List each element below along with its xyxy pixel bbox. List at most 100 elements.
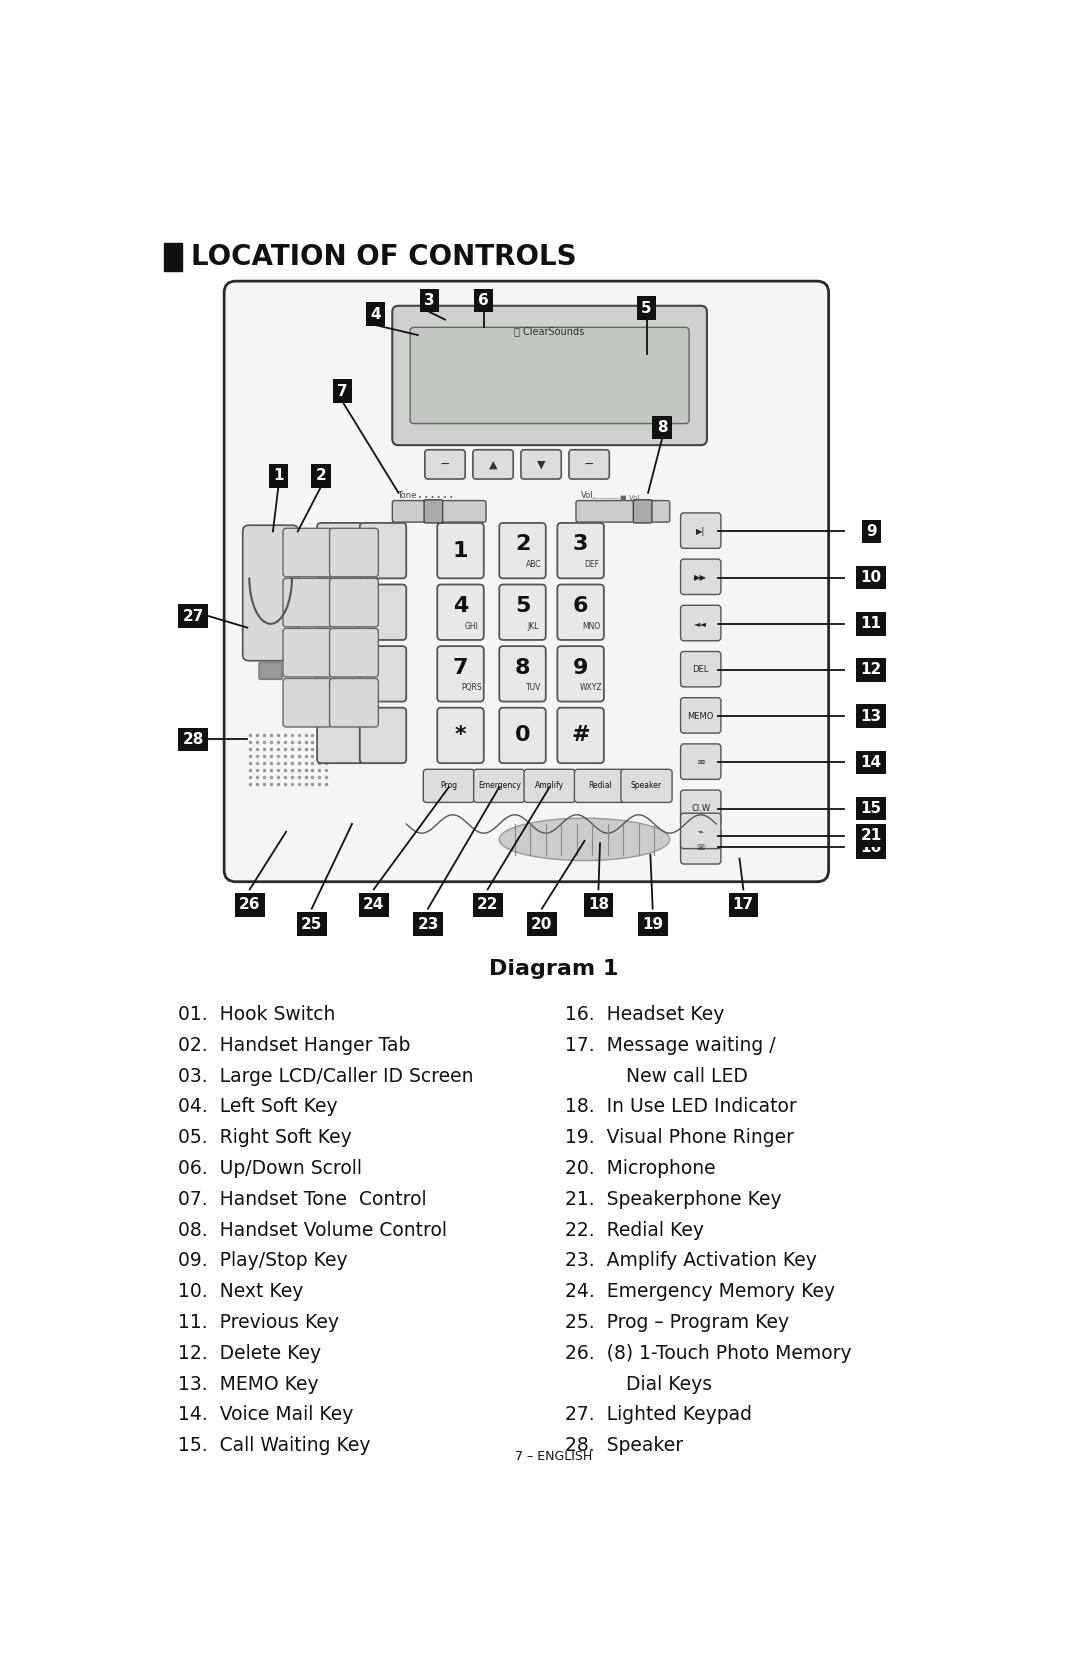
Text: 4: 4	[453, 596, 469, 616]
Text: ☏: ☏	[696, 843, 706, 851]
Text: New call LED: New call LED	[596, 1066, 748, 1085]
Text: Emergency: Emergency	[477, 781, 521, 789]
Text: 6: 6	[478, 292, 489, 307]
Text: 7: 7	[453, 658, 469, 678]
Text: 2: 2	[315, 469, 326, 484]
Text: 27.  Lighted Keypad: 27. Lighted Keypad	[565, 1405, 752, 1424]
Text: 19.  Visual Phone Ringer: 19. Visual Phone Ringer	[565, 1128, 794, 1147]
Text: 7: 7	[337, 384, 348, 399]
Text: 15: 15	[861, 801, 881, 816]
FancyBboxPatch shape	[283, 579, 332, 628]
FancyBboxPatch shape	[499, 584, 545, 639]
Text: 17: 17	[733, 898, 754, 913]
Text: ▼: ▼	[537, 459, 545, 469]
FancyBboxPatch shape	[521, 449, 562, 479]
Text: 06.  Up/Down Scroll: 06. Up/Down Scroll	[177, 1158, 362, 1178]
FancyBboxPatch shape	[680, 813, 721, 848]
Text: 18: 18	[588, 898, 609, 913]
Text: −: −	[584, 457, 594, 471]
FancyBboxPatch shape	[283, 679, 332, 728]
Text: 3: 3	[572, 534, 589, 554]
Text: 01.  Hook Switch: 01. Hook Switch	[177, 1005, 335, 1023]
FancyBboxPatch shape	[283, 529, 332, 577]
Text: Redial: Redial	[589, 781, 612, 789]
FancyBboxPatch shape	[499, 708, 545, 763]
Text: 17.  Message waiting /: 17. Message waiting /	[565, 1036, 775, 1055]
Text: 16: 16	[861, 840, 882, 855]
Text: 25: 25	[301, 916, 323, 931]
FancyBboxPatch shape	[360, 522, 406, 579]
Text: Diagram 1: Diagram 1	[489, 958, 618, 978]
Text: 15.  Call Waiting Key: 15. Call Waiting Key	[177, 1435, 370, 1455]
Text: 02.  Handset Hanger Tab: 02. Handset Hanger Tab	[177, 1036, 410, 1055]
FancyBboxPatch shape	[318, 646, 364, 701]
FancyBboxPatch shape	[318, 522, 364, 579]
FancyBboxPatch shape	[680, 606, 721, 641]
FancyBboxPatch shape	[437, 584, 484, 639]
Text: • • • • • •: • • • • • •	[418, 496, 454, 501]
FancyBboxPatch shape	[329, 579, 378, 628]
Text: MNO: MNO	[582, 621, 600, 631]
Text: ⌁: ⌁	[698, 826, 704, 836]
FancyBboxPatch shape	[437, 708, 484, 763]
Text: 3: 3	[424, 292, 435, 307]
Text: 03.  Large LCD/Caller ID Screen: 03. Large LCD/Caller ID Screen	[177, 1066, 473, 1085]
Text: 8: 8	[657, 421, 667, 436]
FancyBboxPatch shape	[474, 769, 525, 803]
FancyBboxPatch shape	[424, 499, 443, 522]
Text: 25.  Prog – Program Key: 25. Prog – Program Key	[565, 1314, 789, 1332]
FancyBboxPatch shape	[423, 769, 474, 803]
FancyBboxPatch shape	[680, 828, 721, 865]
Text: 5: 5	[515, 596, 530, 616]
FancyBboxPatch shape	[360, 584, 406, 639]
Text: Vol.: Vol.	[581, 491, 596, 499]
Text: PQRS: PQRS	[461, 683, 482, 693]
FancyBboxPatch shape	[329, 679, 378, 728]
Text: 8: 8	[515, 658, 530, 678]
Text: 0: 0	[515, 726, 530, 746]
Text: Dial Keys: Dial Keys	[596, 1375, 712, 1394]
FancyBboxPatch shape	[473, 449, 513, 479]
Text: Ⓒ ClearSounds: Ⓒ ClearSounds	[514, 325, 584, 335]
Text: 09.  Play/Stop Key: 09. Play/Stop Key	[177, 1252, 348, 1270]
Text: *: *	[455, 726, 467, 746]
FancyBboxPatch shape	[680, 698, 721, 733]
Text: 21: 21	[861, 828, 882, 843]
Text: WXYZ: WXYZ	[580, 683, 603, 693]
FancyBboxPatch shape	[360, 646, 406, 701]
Text: −: −	[440, 457, 450, 471]
Text: 28.  Speaker: 28. Speaker	[565, 1435, 684, 1455]
Text: 11: 11	[861, 616, 881, 631]
Text: 08.  Handset Volume Control: 08. Handset Volume Control	[177, 1220, 447, 1240]
Text: 05.  Right Soft Key: 05. Right Soft Key	[177, 1128, 351, 1147]
Text: 12: 12	[861, 663, 882, 678]
Text: 14.  Voice Mail Key: 14. Voice Mail Key	[177, 1405, 353, 1424]
FancyBboxPatch shape	[680, 744, 721, 779]
FancyBboxPatch shape	[392, 305, 707, 446]
Text: 1: 1	[273, 469, 284, 484]
Text: 9: 9	[572, 658, 589, 678]
Text: 07.  Handset Tone  Control: 07. Handset Tone Control	[177, 1190, 427, 1208]
Text: 27: 27	[183, 609, 204, 624]
FancyBboxPatch shape	[329, 529, 378, 577]
Text: 20.  Microphone: 20. Microphone	[565, 1158, 716, 1178]
Text: DEF: DEF	[584, 561, 599, 569]
Text: Speaker: Speaker	[631, 781, 662, 789]
FancyBboxPatch shape	[318, 584, 364, 639]
FancyBboxPatch shape	[318, 708, 364, 763]
Text: 23.  Amplify Activation Key: 23. Amplify Activation Key	[565, 1252, 816, 1270]
Text: 04.  Left Soft Key: 04. Left Soft Key	[177, 1097, 337, 1117]
Text: ▲: ▲	[489, 459, 497, 469]
Text: 18.  In Use LED Indicator: 18. In Use LED Indicator	[565, 1097, 797, 1117]
FancyBboxPatch shape	[424, 449, 465, 479]
Text: ABC: ABC	[526, 561, 541, 569]
Bar	[164, 244, 181, 270]
Text: MEMO: MEMO	[688, 711, 714, 721]
Text: Prog: Prog	[441, 781, 458, 789]
FancyBboxPatch shape	[557, 708, 604, 763]
FancyBboxPatch shape	[633, 499, 652, 522]
Text: ◄◄: ◄◄	[694, 619, 707, 628]
Text: Cl.W: Cl.W	[691, 804, 711, 813]
FancyBboxPatch shape	[680, 559, 721, 594]
Text: 11.  Previous Key: 11. Previous Key	[177, 1314, 339, 1332]
